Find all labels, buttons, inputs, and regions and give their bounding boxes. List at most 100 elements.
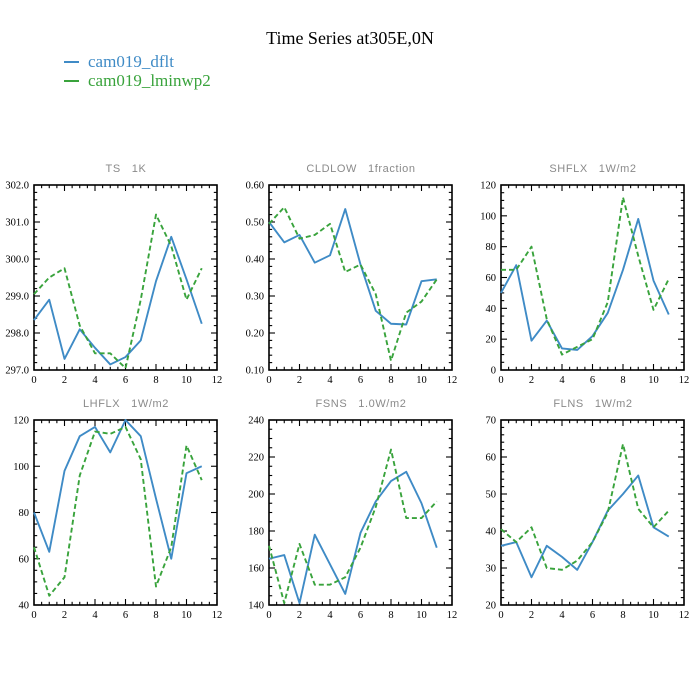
y-tick-label: 299.0 (5, 292, 29, 303)
legend-item-cam019-dflt: cam019_dflt (64, 52, 211, 71)
x-tick-label: 12 (447, 610, 458, 621)
x-tick-label: 6 (123, 375, 128, 386)
legend-item-cam019-lminwp2: cam019_lminwp2 (64, 71, 211, 90)
x-tick-label: 4 (559, 375, 565, 386)
y-tick-label: 240 (248, 416, 264, 427)
x-tick-label: 2 (62, 375, 67, 386)
y-tick-label: 0.20 (246, 329, 264, 340)
x-tick-label: 8 (620, 610, 625, 621)
x-tick-label: 2 (529, 375, 534, 386)
y-tick-label: 50 (486, 490, 497, 501)
chart-canvas-flns: 0 2 4 6 8 10 12 20 30 40 50 60 70 (486, 416, 690, 622)
chart-title: TS 1K (105, 163, 147, 175)
y-tick-label: 298.0 (5, 329, 29, 340)
y-tick-label: 60 (486, 453, 497, 464)
y-tick-label: 30 (486, 564, 497, 575)
x-tick-label: 12 (212, 375, 223, 386)
plot-frame (500, 419, 685, 606)
x-tick-label: 12 (447, 375, 458, 386)
y-tick-label: 80 (486, 242, 497, 253)
y-tick-label: 0.10 (246, 366, 264, 377)
chart-title: CLDLOW 1fraction (306, 163, 416, 175)
y-tick-label: 20 (486, 335, 497, 346)
legend-line-swatch (64, 60, 79, 63)
x-tick-label: 2 (297, 375, 302, 386)
series-line-cam019_lminwp2 (501, 196, 670, 356)
series-line-cam019_dflt (500, 217, 670, 351)
plot-frame (500, 184, 685, 371)
x-tick-label: 12 (679, 610, 690, 621)
x-tick-label: 12 (679, 375, 690, 386)
x-tick-label: 0 (498, 375, 503, 386)
y-tick-label: 120 (13, 416, 29, 427)
y-tick-label: 140 (248, 601, 264, 612)
y-tick-label: 301.0 (5, 218, 29, 229)
x-tick-label: 2 (62, 610, 67, 621)
x-tick-label: 4 (92, 375, 98, 386)
x-tick-label: 10 (181, 375, 192, 386)
series-line-cam019_dflt (500, 474, 670, 579)
y-tick-label: 60 (19, 554, 30, 565)
legend-line-swatch (64, 79, 79, 82)
y-tick-label: 200 (248, 490, 264, 501)
y-tick-label: 0.50 (246, 218, 264, 229)
series-line-cam019_dflt (268, 208, 437, 326)
x-tick-label: 0 (31, 610, 36, 621)
chart-canvas-ts: 0 2 4 6 8 10 12 297.0 298.0 299.0 300.0 301.0 302.0 (5, 181, 223, 387)
x-tick-label: 4 (327, 375, 333, 386)
x-tick-label: 4 (327, 610, 333, 621)
y-tick-label: 70 (486, 416, 497, 427)
x-tick-label: 10 (648, 375, 659, 386)
series-line-cam019_lminwp2 (33, 213, 203, 370)
chart-title: SHFLX 1W/m2 (549, 163, 637, 175)
chart-title: FSNS 1.0W/m2 (315, 398, 407, 410)
y-tick-label: 100 (13, 462, 29, 473)
x-tick-label: 6 (358, 610, 363, 621)
plot-frame (33, 419, 218, 606)
series-line-cam019_lminwp2 (268, 206, 438, 362)
y-tick-label: 40 (19, 601, 30, 612)
y-tick-label: 40 (486, 304, 497, 315)
chart-panel-ts: TS 1K 0 2 4 6 8 10 12 297.0 298.0 299.0 300.0 301.0… (0, 160, 233, 395)
x-tick-label: 2 (297, 610, 302, 621)
y-tick-label: 160 (248, 564, 264, 575)
x-tick-label: 8 (153, 375, 158, 386)
legend-label: cam019_lminwp2 (88, 70, 211, 90)
x-tick-label: 10 (416, 610, 427, 621)
legend: cam019_dflt cam019_lminwp2 (64, 52, 211, 90)
chart-canvas-lhflx: 0 2 4 6 8 10 12 40 60 80 100 120 (13, 416, 223, 622)
x-tick-label: 10 (648, 610, 659, 621)
y-tick-label: 40 (486, 527, 497, 538)
plot-frame (33, 184, 218, 371)
chart-panel-shflx: SHFLX 1W/m2 0 2 4 6 8 10 12 0 20 40 60 80 100 120 (467, 160, 700, 395)
y-tick-label: 0.30 (246, 292, 264, 303)
y-tick-label: 100 (480, 211, 496, 222)
x-tick-label: 12 (212, 610, 223, 621)
chart-panel-lhflx: LHFLX 1W/m2 0 2 4 6 8 10 12 40 60 80 100 120 (0, 395, 233, 630)
x-tick-label: 0 (498, 610, 503, 621)
chart-canvas-cldlow: 0 2 4 6 8 10 12 0.10 0.20 0.30 0.40 0.50 0.60 (246, 181, 458, 387)
x-tick-label: 10 (181, 610, 192, 621)
x-tick-label: 8 (388, 375, 393, 386)
x-tick-label: 0 (31, 375, 36, 386)
chart-panel-fsns: FSNS 1.0W/m2 0 2 4 6 8 10 12 140 160 180 200 220 240 (235, 395, 468, 630)
series-line-cam019_dflt (268, 470, 438, 605)
series-line-cam019_lminwp2 (500, 443, 670, 571)
y-tick-label: 0 (491, 366, 496, 377)
x-tick-label: 2 (529, 610, 534, 621)
y-tick-label: 80 (19, 508, 30, 519)
series-line-cam019_dflt (33, 419, 203, 560)
y-tick-label: 220 (248, 453, 264, 464)
series-line-cam019_lminwp2 (268, 448, 438, 605)
x-tick-label: 0 (266, 610, 271, 621)
x-tick-label: 4 (92, 610, 98, 621)
chart-title: LHFLX 1W/m2 (82, 398, 170, 410)
y-tick-label: 180 (248, 527, 264, 538)
x-tick-label: 6 (590, 610, 595, 621)
y-tick-label: 20 (486, 601, 497, 612)
chart-panel-cldlow: CLDLOW 1fraction 0 2 4 6 8 10 12 0.10 0.20 0.30 0.… (235, 160, 468, 395)
chart-title: FLNS 1W/m2 (553, 398, 633, 410)
x-tick-label: 6 (590, 375, 595, 386)
